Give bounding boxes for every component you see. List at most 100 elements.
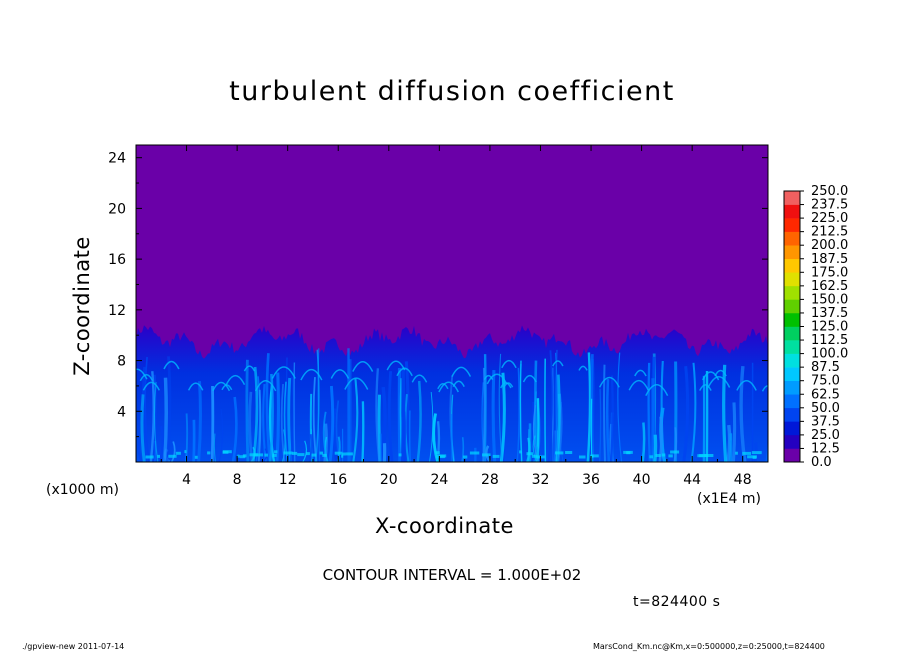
colorbar-label: 62.5 bbox=[811, 387, 840, 402]
surface-streak bbox=[747, 455, 757, 459]
colorbar-band bbox=[784, 353, 800, 368]
plume-streak bbox=[137, 437, 144, 462]
y-tick-label: 24 bbox=[108, 151, 126, 167]
surface-streak bbox=[742, 451, 751, 455]
plume-streak bbox=[283, 381, 289, 462]
plume-streak bbox=[408, 410, 411, 462]
plume-streak bbox=[314, 349, 320, 462]
surface-streak bbox=[751, 451, 762, 455]
plume-streak bbox=[482, 367, 486, 462]
x-axis-label: X-coordinate bbox=[375, 514, 514, 538]
surface-streak bbox=[661, 453, 666, 457]
surface-streak bbox=[207, 451, 211, 455]
surface-streak bbox=[591, 454, 599, 458]
plume-cap bbox=[212, 381, 231, 392]
colorbar-label: 75.0 bbox=[811, 374, 840, 389]
plume-cap bbox=[451, 366, 472, 377]
colorbar-band bbox=[784, 285, 800, 300]
surface-streak bbox=[345, 452, 353, 456]
surface-streak bbox=[342, 452, 346, 456]
surface-streak bbox=[274, 450, 278, 454]
plume-cap bbox=[300, 368, 323, 381]
colorbar-label: 37.5 bbox=[811, 414, 840, 429]
surface-streak bbox=[670, 450, 680, 454]
plume-cap bbox=[628, 379, 649, 391]
plume-streak bbox=[153, 381, 159, 462]
x-tick-label: 32 bbox=[532, 472, 550, 488]
plume-cap bbox=[271, 366, 296, 379]
surface-streak bbox=[283, 451, 293, 455]
surface-streak bbox=[237, 454, 240, 458]
plume-streak bbox=[245, 359, 250, 462]
contour-interval-text: CONTOUR INTERVAL = 1.000E+02 bbox=[322, 566, 582, 584]
surface-streak bbox=[194, 455, 198, 459]
time-label: t=824400 s bbox=[633, 594, 721, 610]
plume-streak bbox=[400, 367, 406, 462]
plume-cap bbox=[437, 382, 449, 390]
surface-streak bbox=[623, 450, 633, 454]
plume-streak bbox=[158, 425, 164, 462]
plot-frame bbox=[135, 144, 769, 463]
surface-streak bbox=[334, 451, 343, 455]
plume-cap bbox=[736, 379, 757, 391]
colorbar-label: 125.0 bbox=[811, 320, 848, 335]
surface-streak bbox=[239, 455, 246, 459]
plume-cap bbox=[501, 359, 517, 369]
colorbar-band bbox=[784, 380, 800, 395]
plume-streak bbox=[461, 437, 465, 462]
x-tick-label: 48 bbox=[734, 472, 752, 488]
x-tick-label: 12 bbox=[279, 472, 297, 488]
chart-title: turbulent diffusion coefficient bbox=[229, 76, 675, 107]
plume-streak bbox=[218, 408, 224, 462]
surface-streak bbox=[482, 453, 491, 457]
colorbar-label: 237.5 bbox=[811, 198, 848, 213]
colorbar-label: 50.0 bbox=[811, 401, 840, 416]
plume-streak bbox=[361, 401, 365, 462]
surface-streak bbox=[175, 451, 181, 455]
surface-streak bbox=[555, 451, 564, 455]
surface-streak bbox=[322, 453, 327, 457]
surface-streak bbox=[253, 453, 264, 457]
plume-streak bbox=[163, 377, 169, 462]
colorbar-band bbox=[784, 434, 800, 449]
plume-cap bbox=[761, 385, 768, 392]
plume-streak bbox=[323, 423, 328, 462]
plume-streak bbox=[499, 372, 506, 462]
plume-cap bbox=[500, 382, 512, 389]
plume-cap bbox=[396, 367, 413, 377]
colorbar-band bbox=[784, 421, 800, 436]
x-tick-label: 36 bbox=[582, 472, 600, 488]
colorbar-label: 150.0 bbox=[811, 292, 848, 307]
plume-cap bbox=[139, 373, 154, 382]
x-axis: 4 8 12 16 20 24 28 32 36 40 44 48 bbox=[160, 145, 752, 488]
plume-streak bbox=[265, 353, 272, 462]
plume-cap bbox=[386, 360, 406, 371]
plume-cap bbox=[187, 382, 204, 391]
surface-streak bbox=[157, 454, 160, 458]
colorbar-band bbox=[784, 367, 800, 381]
plume-streak bbox=[609, 375, 614, 462]
plume-streak bbox=[533, 445, 539, 462]
plume-streak bbox=[599, 388, 602, 462]
colorbar-band bbox=[784, 204, 800, 219]
plume-cap bbox=[634, 369, 647, 377]
colorbar-label: 225.0 bbox=[811, 211, 848, 226]
plume-cap bbox=[483, 374, 494, 381]
x-tick-label: 20 bbox=[380, 472, 398, 488]
plume-cap bbox=[486, 373, 508, 385]
x-tick-label: 4 bbox=[182, 472, 191, 488]
surface-streak bbox=[272, 453, 277, 457]
plume-cap bbox=[225, 374, 246, 386]
plume-streak bbox=[647, 362, 651, 462]
plume-streak bbox=[140, 394, 146, 462]
colorbar-band bbox=[784, 258, 800, 273]
surface-streak bbox=[703, 454, 714, 457]
plume-streak bbox=[603, 364, 606, 462]
plume-streak bbox=[197, 381, 202, 462]
colorbar-label: 212.5 bbox=[811, 225, 848, 240]
x-tick-label: 24 bbox=[430, 472, 448, 488]
plume-streak bbox=[213, 433, 216, 462]
y-axis-unit: (x1000 m) bbox=[46, 482, 119, 498]
plume-streak bbox=[312, 377, 318, 462]
colorbar-band bbox=[784, 448, 800, 463]
